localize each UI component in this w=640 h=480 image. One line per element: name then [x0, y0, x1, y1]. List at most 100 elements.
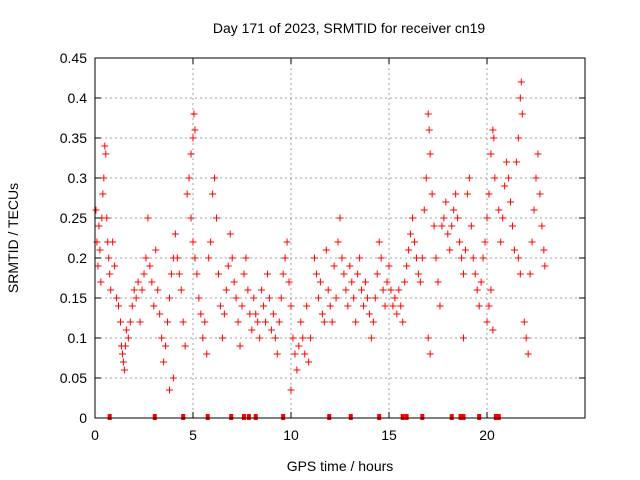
data-point — [138, 286, 146, 294]
data-point — [102, 150, 110, 158]
y-axis-ticks: 0 0.05 0.1 0.15 0.2 0.25 0.3 0.35 0.4 0.45 — [60, 50, 585, 426]
data-point — [338, 254, 346, 262]
data-point — [442, 198, 450, 206]
data-point — [524, 350, 532, 358]
data-point — [403, 262, 411, 270]
data-point — [105, 254, 113, 262]
data-point — [301, 350, 309, 358]
data-point — [109, 238, 117, 246]
zero-data-point — [458, 414, 463, 420]
data-point — [508, 222, 516, 230]
data-point — [115, 302, 123, 310]
data-point — [214, 270, 222, 278]
data-point — [281, 254, 289, 262]
data-point — [432, 254, 440, 262]
x-tick-label: 0 — [91, 427, 99, 443]
data-point — [350, 294, 358, 302]
y-tick-label: 0 — [79, 410, 87, 426]
data-point — [407, 230, 415, 238]
y-axis-label: SRMTID / TECUs — [5, 183, 21, 293]
data-point — [130, 286, 138, 294]
data-point — [526, 270, 534, 278]
data-point — [532, 174, 540, 182]
data-point — [94, 262, 102, 270]
x-tick-label: 20 — [479, 427, 495, 443]
data-point — [540, 246, 548, 254]
data-point — [173, 254, 181, 262]
zero-data-point — [253, 414, 258, 420]
data-point — [456, 238, 464, 246]
data-point — [450, 206, 458, 214]
data-point — [106, 270, 114, 278]
data-point — [185, 174, 193, 182]
data-point — [193, 270, 201, 278]
data-point — [393, 310, 401, 318]
data-point — [250, 294, 258, 302]
data-point — [379, 286, 387, 294]
data-point — [209, 190, 217, 198]
data-point — [469, 254, 477, 262]
data-point — [397, 302, 405, 310]
data-point — [162, 342, 170, 350]
data-point — [438, 222, 446, 230]
y-tick-label: 0.25 — [60, 210, 87, 226]
data-point — [361, 278, 369, 286]
data-point — [199, 334, 207, 342]
y-tick-label: 0.2 — [68, 250, 88, 266]
data-point — [452, 190, 460, 198]
data-point — [497, 238, 505, 246]
data-point — [373, 270, 381, 278]
data-point — [334, 238, 342, 246]
data-point — [520, 318, 528, 326]
data-point — [218, 334, 226, 342]
data-point — [401, 278, 409, 286]
data-point — [293, 366, 301, 374]
data-point — [211, 174, 219, 182]
data-point — [516, 270, 524, 278]
data-point — [262, 318, 270, 326]
data-point — [205, 254, 213, 262]
data-point — [346, 262, 354, 270]
data-point — [522, 334, 530, 342]
data-point — [207, 238, 215, 246]
data-point — [111, 262, 119, 270]
data-point — [424, 110, 432, 118]
data-point — [307, 334, 315, 342]
data-point — [426, 350, 434, 358]
data-point — [242, 254, 250, 262]
data-point — [201, 318, 209, 326]
y-tick-label: 0.1 — [68, 330, 88, 346]
data-point — [169, 374, 177, 382]
data-point — [318, 310, 326, 318]
data-point — [265, 294, 273, 302]
data-point — [187, 150, 195, 158]
data-point — [440, 214, 448, 222]
zero-data-point — [229, 414, 234, 420]
data-point — [156, 310, 164, 318]
data-point — [116, 318, 124, 326]
data-point — [541, 262, 549, 270]
data-point — [216, 302, 224, 310]
y-tick-label: 0.35 — [60, 130, 87, 146]
data-point — [434, 278, 442, 286]
data-point — [342, 286, 350, 294]
data-point — [96, 246, 104, 254]
data-point — [279, 270, 287, 278]
data-point — [230, 278, 238, 286]
data-point — [263, 270, 271, 278]
data-point — [118, 350, 126, 358]
data-point — [240, 270, 248, 278]
data-point — [463, 190, 471, 198]
data-points — [92, 78, 549, 394]
data-point — [267, 326, 275, 334]
data-point — [256, 334, 264, 342]
data-point — [430, 222, 438, 230]
data-point — [324, 286, 332, 294]
data-point — [160, 358, 168, 366]
data-point — [446, 246, 454, 254]
data-point — [391, 294, 399, 302]
data-point — [507, 198, 515, 206]
data-point — [459, 270, 467, 278]
data-point — [483, 214, 491, 222]
data-point — [128, 302, 136, 310]
